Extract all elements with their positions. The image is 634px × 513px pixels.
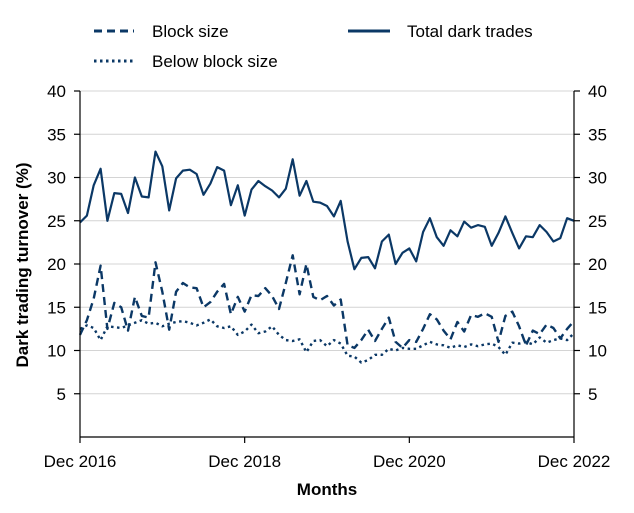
y-tick-label-right: 5 [588, 385, 597, 404]
y-tick-label-right: 25 [588, 212, 607, 231]
legend-label-total-dark-trades: Total dark trades [407, 22, 533, 41]
y-tick-label-left: 5 [57, 385, 66, 404]
series-line-total-dark-trades [79, 150, 575, 271]
gridlines [80, 90, 574, 395]
legend-label-block-size: Block size [152, 22, 229, 41]
series-lines [78, 150, 575, 364]
y-tick-label-left: 40 [47, 82, 66, 101]
y-tick-label-left: 20 [47, 255, 66, 274]
y-tick-label-left: 30 [47, 169, 66, 188]
x-tick-label: Dec 2016 [44, 452, 117, 471]
legend: Block size Below block size Total dark t… [94, 22, 533, 71]
y-tick-label-right: 30 [588, 169, 607, 188]
series-line-below-block-size [79, 318, 575, 364]
y-tick-label-left: 10 [47, 342, 66, 361]
legend-item-total-dark-trades: Total dark trades [348, 22, 533, 41]
x-tick-label: Dec 2022 [538, 452, 611, 471]
y-tick-label-right: 40 [588, 82, 607, 101]
y-tick-label-right: 35 [588, 125, 607, 144]
y-tick-label-right: 10 [588, 342, 607, 361]
x-tick-label: Dec 2018 [208, 452, 281, 471]
axes: 5 5 10 10 15 15 20 20 25 25 30 30 35 35 40 40 Dec 2016 De… [44, 82, 611, 471]
x-axis-title: Months [297, 480, 357, 499]
x-tick-label: Dec 2020 [373, 452, 446, 471]
y-tick-label-left: 35 [47, 125, 66, 144]
legend-label-below-block-size: Below block size [152, 52, 278, 71]
y-tick-label-right: 15 [588, 298, 607, 317]
y-axis-title: Dark trading turnover (%) [13, 163, 32, 368]
legend-item-block-size: Block size [94, 22, 229, 41]
y-tick-label-left: 25 [47, 212, 66, 231]
series-line-block-size [78, 254, 575, 350]
y-tick-label-left: 15 [47, 298, 66, 317]
y-tick-label-right: 20 [588, 255, 607, 274]
legend-item-below-block-size: Below block size [94, 52, 278, 71]
